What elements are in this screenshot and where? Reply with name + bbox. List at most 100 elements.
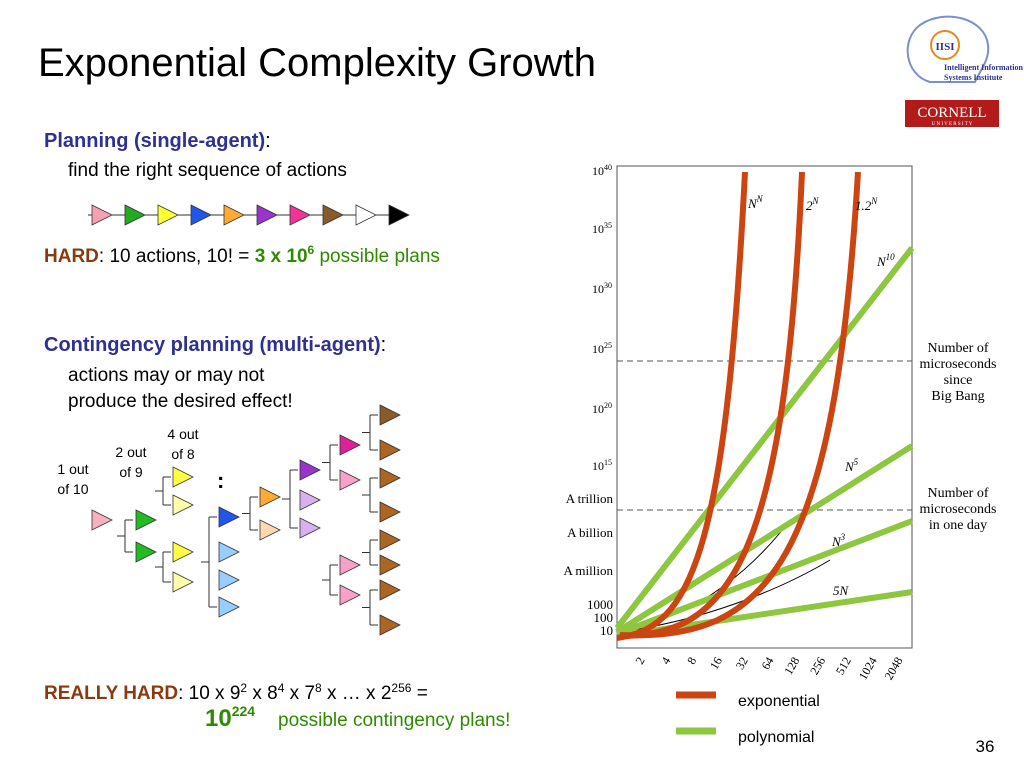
y-tick-label: A billion bbox=[567, 525, 613, 540]
tick-base: 10 bbox=[592, 402, 604, 416]
action-triangle bbox=[218, 506, 240, 528]
hard-value: 3 x 10 bbox=[255, 246, 308, 267]
tree-label: of 10 bbox=[57, 481, 88, 497]
annotation: in one day bbox=[929, 518, 987, 533]
action-triangle bbox=[379, 501, 401, 523]
exp-curve bbox=[619, 171, 805, 639]
tree-connector bbox=[322, 564, 338, 596]
curve-base: N bbox=[876, 254, 887, 269]
result: 10224 bbox=[205, 703, 255, 732]
tick-base: 10 bbox=[592, 164, 604, 178]
annotation: Number of bbox=[927, 341, 988, 356]
cornell-text: CORNELL bbox=[917, 105, 986, 121]
curve-label: 2N bbox=[806, 196, 820, 213]
hard-label: HARD bbox=[44, 246, 99, 267]
y-tick-label: 1025 bbox=[592, 341, 612, 356]
y-tick-label: 1040 bbox=[592, 163, 612, 178]
curve-exp: 3 bbox=[840, 532, 846, 542]
curve-base: N bbox=[831, 534, 842, 549]
action-triangle bbox=[299, 489, 321, 511]
action-triangle bbox=[388, 204, 410, 226]
action-triangle bbox=[299, 459, 321, 481]
curve-label: N5 bbox=[844, 457, 859, 474]
action-triangle bbox=[223, 204, 245, 226]
contingency-tree bbox=[91, 404, 401, 636]
title: Exponential Complexity Growth bbox=[38, 41, 596, 85]
action-triangle bbox=[157, 204, 179, 226]
curve-label: 5N bbox=[833, 583, 850, 598]
ellipsis: : bbox=[217, 468, 224, 493]
action-triangle bbox=[339, 469, 361, 491]
tree-connector bbox=[362, 589, 378, 626]
tick-base: 10 bbox=[592, 222, 604, 236]
really-hard-line: REALLY HARD: 10 x 92 x 84 x 78 x … x 225… bbox=[44, 681, 428, 704]
action-triangle bbox=[91, 509, 113, 531]
curve-base: 5N bbox=[833, 583, 850, 598]
curve-label: NN bbox=[747, 194, 764, 211]
colon: : bbox=[381, 334, 387, 356]
tick-base: 10 bbox=[592, 459, 604, 473]
action-triangle bbox=[379, 529, 401, 551]
y-tick-label: 1020 bbox=[592, 401, 612, 416]
action-triangle bbox=[379, 404, 401, 426]
annotation: since bbox=[944, 373, 973, 388]
tree-connector bbox=[242, 496, 258, 531]
logo-text: Intelligent Information bbox=[944, 63, 1023, 72]
expr-text: = bbox=[411, 683, 427, 704]
heading: Planning (single-agent) bbox=[44, 130, 265, 152]
tree-label: of 8 bbox=[171, 446, 195, 462]
y-tick-label: 1015 bbox=[592, 458, 612, 473]
really-hard-label: REALLY HARD bbox=[44, 683, 178, 704]
logo: IISI Intelligent Information Systems Ins… bbox=[905, 15, 1023, 127]
action-triangle bbox=[172, 494, 194, 516]
y-tick-label: A million bbox=[564, 563, 614, 578]
action-triangle bbox=[339, 554, 361, 576]
curve-label: 1.2N bbox=[855, 196, 878, 213]
expr-sup: 256 bbox=[391, 681, 411, 695]
contingency-heading: Contingency planning (multi-agent): bbox=[44, 334, 386, 356]
tree-connector bbox=[155, 551, 171, 583]
hard-line: HARD: 10 actions, 10! = 3 x 106 possible… bbox=[44, 243, 440, 267]
curve-base: 1.2 bbox=[855, 198, 872, 213]
action-triangle bbox=[256, 204, 278, 226]
annotation: microseconds bbox=[920, 502, 997, 517]
result-exp: 224 bbox=[232, 703, 256, 719]
tick-exp: 20 bbox=[604, 401, 612, 410]
tick-exp: 35 bbox=[604, 221, 612, 230]
curve-exp: 10 bbox=[886, 252, 896, 262]
action-triangle bbox=[379, 439, 401, 461]
tree-label: 1 out bbox=[57, 461, 88, 477]
curve-exp: 5 bbox=[854, 457, 859, 467]
action-triangle bbox=[135, 541, 157, 563]
action-triangle bbox=[259, 486, 281, 508]
tick-exp: 40 bbox=[604, 163, 612, 172]
action-triangle bbox=[124, 204, 146, 226]
tree-connector bbox=[282, 469, 298, 529]
contingency-line: produce the desired effect! bbox=[68, 391, 293, 412]
poly-curve bbox=[615, 443, 914, 635]
exp-curve bbox=[616, 171, 748, 641]
curve-label: N3 bbox=[831, 532, 846, 549]
colon: : bbox=[265, 130, 271, 152]
action-triangle bbox=[259, 519, 281, 541]
curve-exp: N bbox=[812, 196, 820, 206]
tick-base: 10 bbox=[592, 342, 604, 356]
action-triangle bbox=[172, 541, 194, 563]
tree-connector bbox=[322, 444, 338, 481]
tree-label: 4 out bbox=[167, 426, 198, 442]
result-base: 10 bbox=[205, 705, 232, 732]
action-triangle bbox=[355, 204, 377, 226]
tree-connector bbox=[362, 414, 378, 451]
expr-sup: 8 bbox=[315, 681, 322, 695]
tick-base: 10 bbox=[592, 282, 604, 296]
planning-desc: find the right sequence of actions bbox=[68, 160, 347, 181]
curve-base: N bbox=[747, 196, 758, 211]
y-tick-label: 1000 bbox=[587, 597, 613, 612]
legend-label: polynomial bbox=[738, 729, 814, 746]
expr-text: x 8 bbox=[247, 683, 278, 704]
curve-exp: N bbox=[870, 196, 878, 206]
action-triangle bbox=[339, 584, 361, 606]
